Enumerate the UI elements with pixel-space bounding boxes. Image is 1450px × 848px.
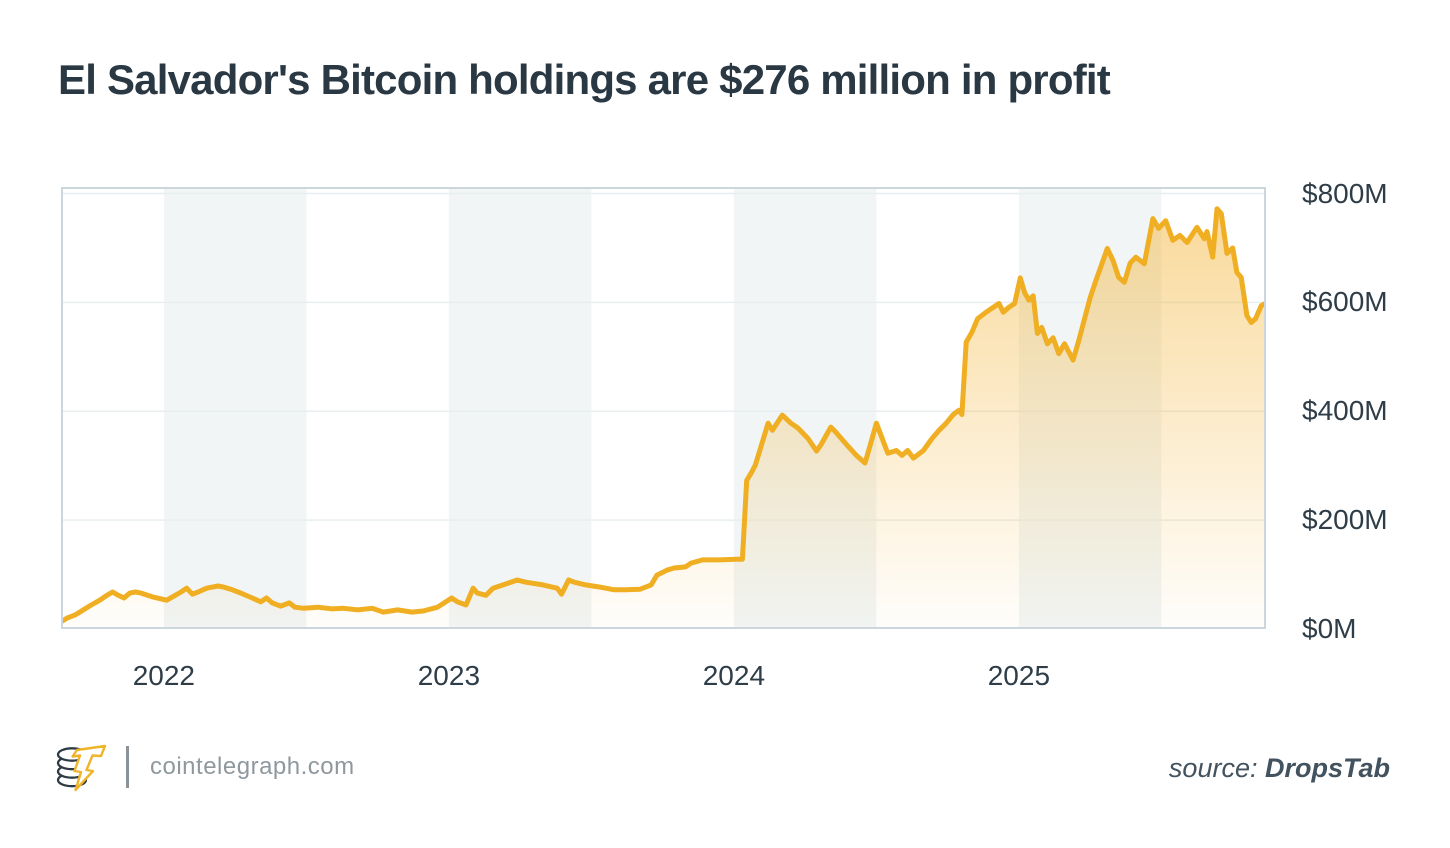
holdings-area-fill [61,208,1266,629]
x-axis-label: 2023 [417,660,481,691]
x-axis-label: 2024 [702,660,766,691]
half-year-band [163,188,307,628]
y-axis-label: $400M [1302,395,1388,427]
x-axis: 2022 2023 2024 2025 [61,660,1266,700]
holdings-area-chart [61,187,1266,629]
half-year-band [448,188,592,628]
holdings-line [61,206,1266,625]
y-axis: $0M $200M $400M $600M $800M [1302,178,1450,644]
y-axis-label: $800M [1302,177,1388,209]
y-axis-label: $600M [1302,286,1388,318]
y-axis-label: $0M [1302,613,1357,644]
footer-divider [126,746,129,788]
lightning-bolt-icon [71,744,107,792]
x-axis-label: 2025 [987,660,1051,691]
source-label: source: [1168,753,1258,783]
chart-frame [61,187,1266,629]
y-axis-label: $200M [1302,504,1388,536]
x-axis-label: 2022 [132,660,196,691]
cointelegraph-logo [56,744,107,792]
page-title: El Salvador's Bitcoin holdings are $276 … [58,56,1111,103]
source-credit: source: DropsTab [1169,753,1390,784]
brand-url: cointelegraph.com [150,753,355,780]
source-value: DropsTab [1264,753,1390,783]
